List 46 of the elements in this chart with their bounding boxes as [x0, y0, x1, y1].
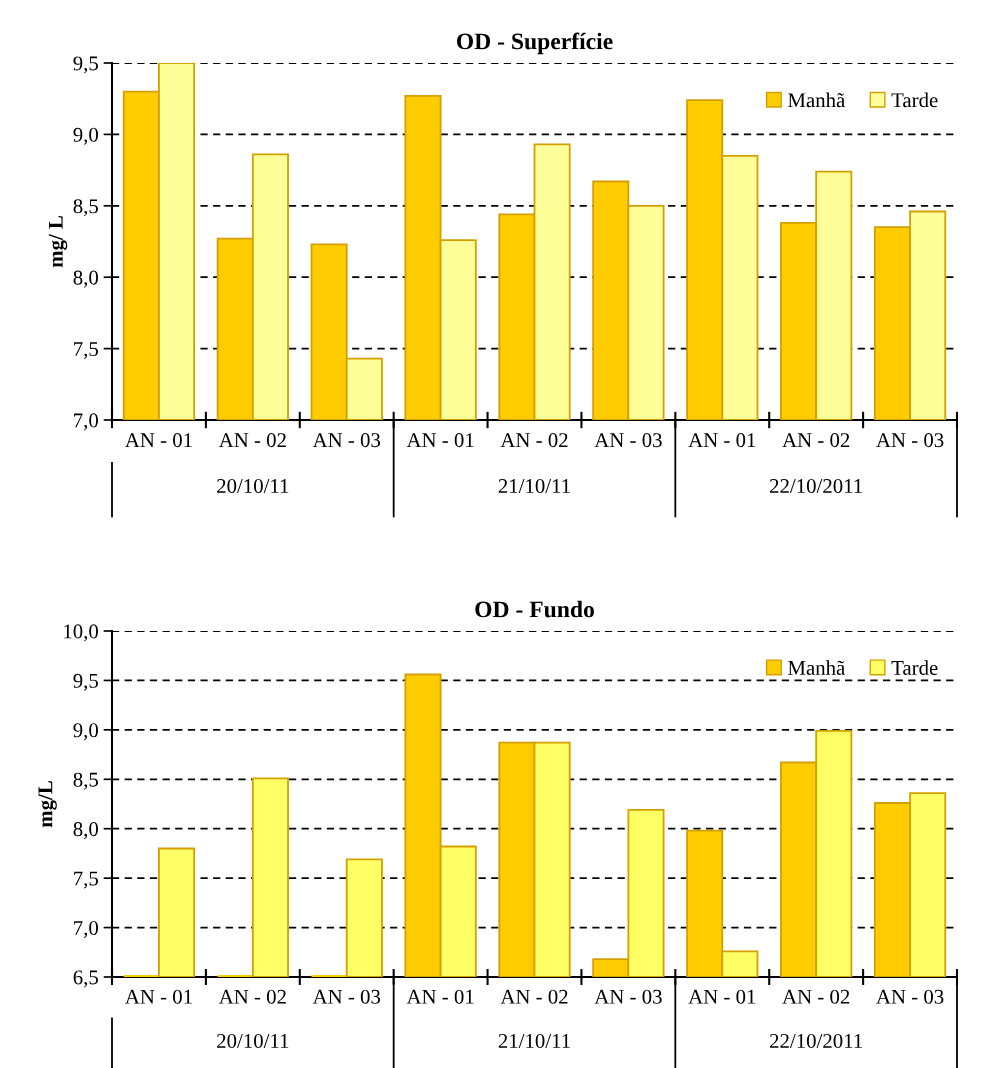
- y-tick-label: 7,5: [74, 342, 98, 360]
- y-tick-label: 10,0: [64, 624, 99, 642]
- legend-label: Tarde: [891, 660, 938, 675]
- y-tick-label: 6,5: [73, 970, 98, 988]
- chart-title: OD - Superfície: [456, 32, 613, 55]
- text: 21/10/11: [498, 478, 570, 494]
- x-tick-label: AN - 01: [688, 989, 756, 1004]
- x-tick-label: AN - 02: [218, 433, 286, 448]
- x-tick-label: AN - 01: [688, 433, 756, 448]
- x-tick-label: AN - 02: [500, 433, 568, 448]
- x-tick-label: AN - 01: [125, 989, 192, 1004]
- text: 22/10/2011: [770, 478, 862, 494]
- x-tick-label: AN - 03: [594, 433, 662, 448]
- x-tick-label: AN - 02: [782, 433, 850, 448]
- x-tick-label: AN - 03: [312, 433, 381, 448]
- x-tick-label: AN - 03: [876, 989, 944, 1004]
- text: 20/10/11: [217, 478, 289, 494]
- chart-title: OD - Fundo: [475, 600, 594, 618]
- legend-label: Tarde: [891, 92, 938, 108]
- legend-label: Manhã: [788, 92, 846, 108]
- y-axis-title: mg/ L: [48, 216, 68, 268]
- y-tick-label: 7,0: [74, 920, 99, 938]
- x-tick-label: AN - 03: [312, 989, 381, 1004]
- x-tick-label: AN - 01: [406, 433, 474, 448]
- text: 20/10/11: [217, 1033, 289, 1048]
- y-tick-label: 9,0: [73, 723, 99, 741]
- y-axis-title: mg/L: [38, 781, 57, 828]
- y-tick-label: 9,5: [73, 673, 98, 691]
- x-tick-label: AN - 02: [782, 989, 850, 1004]
- y-tick-label: 8,5: [73, 199, 98, 217]
- x-tick-label: AN - 01: [406, 989, 474, 1004]
- y-tick-label: 7,0: [74, 413, 99, 431]
- y-tick-label: 7,5: [74, 871, 98, 889]
- x-tick-label: AN - 03: [594, 989, 662, 1004]
- text: 22/10/2011: [770, 1033, 862, 1048]
- y-tick-label: 8,0: [73, 270, 99, 288]
- x-tick-label: AN - 02: [218, 989, 286, 1004]
- y-tick-label: 9,0: [73, 127, 99, 145]
- x-tick-label: AN - 02: [500, 989, 568, 1004]
- text: 21/10/11: [498, 1033, 570, 1048]
- x-tick-label: AN - 01: [125, 433, 192, 448]
- y-tick-label: 8,5: [73, 772, 98, 790]
- y-tick-label: 9,5: [73, 56, 98, 74]
- legend-label: Manhã: [788, 660, 846, 675]
- y-tick-label: 8,0: [73, 822, 99, 840]
- x-tick-label: AN - 03: [876, 433, 944, 448]
